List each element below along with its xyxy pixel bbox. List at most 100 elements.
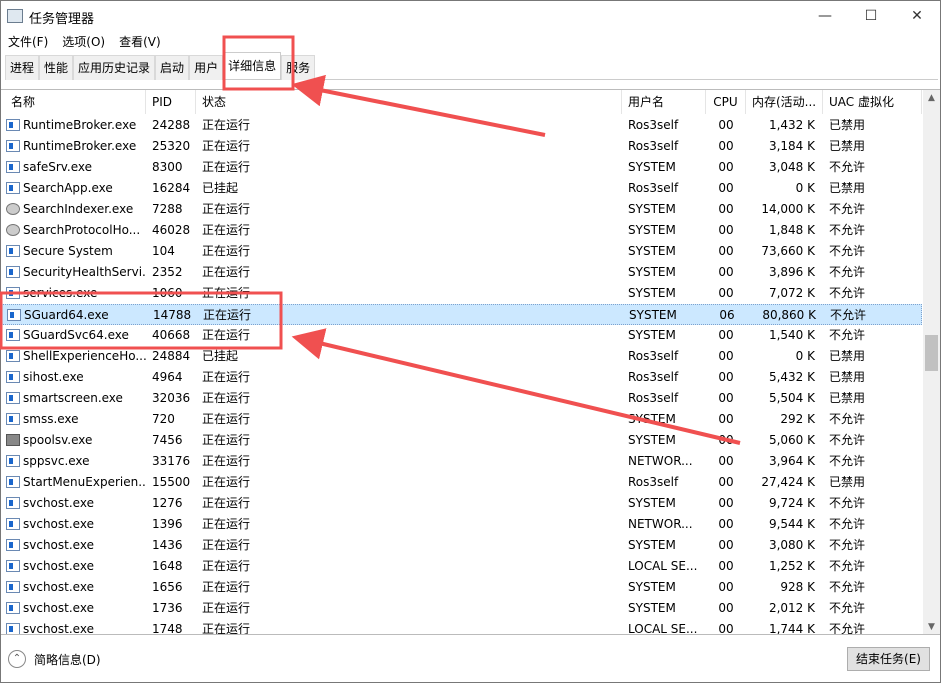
cell-cpu: 00 [718, 496, 734, 510]
cell-user: NETWOR... [628, 517, 693, 531]
column-header-uac[interactable]: UAC 虚拟化 [823, 90, 922, 114]
table-row[interactable]: svchost.exe 1748 正在运行 LOCAL SE... 00 1,744 K 不… [1, 619, 922, 635]
table-row[interactable]: SGuardSvc64.exe 40668 正在运行 SYSTEM 00 1,540 K 不… [1, 325, 922, 346]
cell-uac: 不允许 [829, 328, 866, 342]
cell-uac: 不允许 [829, 286, 866, 300]
table-row[interactable]: SGuard64.exe 14788 正在运行 SYSTEM 06 80,860 K 不允许 [1, 304, 922, 325]
cell-status: 正在运行 [202, 244, 251, 258]
column-header-pid[interactable]: PID [146, 90, 196, 114]
cell-pid: 16284 [152, 181, 191, 195]
minimize-button[interactable]: — [818, 8, 832, 24]
column-header-memory[interactable]: 内存(活动... [746, 90, 823, 114]
table-row[interactable]: SearchApp.exe 16284 已挂起 Ros3self 00 0 K 已禁用 [1, 178, 922, 199]
tab-4[interactable]: 用户 [189, 55, 224, 80]
tab-3[interactable]: 启动 [155, 55, 190, 80]
table-row[interactable]: sihost.exe 4964 正在运行 Ros3self 00 5,432 K 已禁用 [1, 367, 922, 388]
cell-pid: 24288 [152, 118, 191, 132]
cell-status: 正在运行 [202, 433, 251, 447]
cell-user: SYSTEM [628, 412, 676, 426]
tab-0[interactable]: 进程 [5, 55, 40, 80]
table-row[interactable]: spoolsv.exe 7456 正在运行 SYSTEM 00 5,060 K 不允许 [1, 430, 922, 451]
cell-memory: 0 K [795, 349, 815, 363]
cell-pid: 40668 [152, 328, 191, 342]
cell-name: SearchIndexer.exe [23, 202, 134, 216]
column-header-user[interactable]: 用户名 [622, 90, 706, 114]
cell-uac: 不允许 [829, 265, 866, 279]
table-row[interactable]: sppsvc.exe 33176 正在运行 NETWOR... 00 3,964 K 不允许 [1, 451, 922, 472]
vertical-scrollbar[interactable]: ▲ ▼ [923, 90, 940, 634]
cell-memory: 928 K [780, 580, 815, 594]
cell-user: SYSTEM [628, 160, 676, 174]
menu-file[interactable]: 文件(F) [8, 35, 49, 49]
table-row[interactable]: RuntimeBroker.exe 24288 正在运行 Ros3self 00 1,43… [1, 115, 922, 136]
table-row[interactable]: smartscreen.exe 32036 正在运行 Ros3self 00 5,504 … [1, 388, 922, 409]
table-row[interactable]: svchost.exe 1436 正在运行 SYSTEM 00 3,080 K 不允许 [1, 535, 922, 556]
cell-status: 正在运行 [202, 496, 251, 510]
table-row[interactable]: Secure System 104 正在运行 SYSTEM 00 73,660 K 不允许 [1, 241, 922, 262]
cell-cpu: 00 [718, 391, 734, 405]
cell-name: svchost.exe [23, 559, 94, 573]
cell-memory: 9,724 K [768, 496, 815, 510]
column-header-cpu[interactable]: CPU [706, 90, 746, 114]
menu-options[interactable]: 选项(O) [62, 35, 106, 49]
table-row[interactable]: SecurityHealthServi... 2352 正在运行 SYSTEM 00 3,… [1, 262, 922, 283]
cell-memory: 73,660 K [761, 244, 815, 258]
cell-name: SearchApp.exe [23, 181, 113, 195]
cell-cpu: 06 [719, 308, 735, 322]
scroll-up-arrow-icon[interactable]: ▲ [928, 93, 935, 103]
table-row[interactable]: svchost.exe 1736 正在运行 SYSTEM 00 2,012 K 不允许 [1, 598, 922, 619]
table-row[interactable]: svchost.exe 1276 正在运行 SYSTEM 00 9,724 K 不允许 [1, 493, 922, 514]
maximize-button[interactable]: ☐ [864, 8, 878, 24]
cell-cpu: 00 [718, 244, 734, 258]
cell-status: 正在运行 [202, 265, 251, 279]
cell-cpu: 00 [718, 181, 734, 195]
cell-status: 正在运行 [202, 517, 251, 531]
table-row[interactable]: svchost.exe 1648 正在运行 LOCAL SE... 00 1,252 K 不… [1, 556, 922, 577]
cell-pid: 25320 [152, 139, 191, 153]
tab-5[interactable]: 详细信息 [223, 52, 282, 79]
cell-memory: 1,540 K [768, 328, 815, 342]
cell-name: sppsvc.exe [23, 454, 90, 468]
cell-status: 正在运行 [202, 538, 251, 552]
cell-status: 正在运行 [202, 139, 251, 153]
cell-pid: 14788 [153, 308, 192, 322]
menu-view[interactable]: 查看(V) [119, 35, 161, 49]
cell-memory: 3,048 K [768, 160, 815, 174]
table-row[interactable]: ShellExperienceHo... 24884 已挂起 Ros3self 00 0 … [1, 346, 922, 367]
cell-name: svchost.exe [23, 580, 94, 594]
table-row[interactable]: svchost.exe 1396 正在运行 NETWOR... 00 9,544 K 不允许 [1, 514, 922, 535]
cell-memory: 1,848 K [768, 223, 815, 237]
process-icon [6, 182, 20, 194]
cell-cpu: 00 [718, 622, 734, 635]
table-row[interactable]: smss.exe 720 正在运行 SYSTEM 00 292 K 不允许 [1, 409, 922, 430]
cell-status: 正在运行 [203, 308, 252, 322]
cell-status: 正在运行 [202, 475, 251, 489]
table-row[interactable]: safeSrv.exe 8300 正在运行 SYSTEM 00 3,048 K 不允许 [1, 157, 922, 178]
table-row[interactable]: StartMenuExperien... 15500 正在运行 Ros3self 00 2… [1, 472, 922, 493]
table-row[interactable]: SearchIndexer.exe 7288 正在运行 SYSTEM 00 14,000 … [1, 199, 922, 220]
cell-cpu: 00 [718, 433, 734, 447]
column-header-name[interactable]: 名称 [5, 90, 146, 114]
tab-1[interactable]: 性能 [39, 55, 74, 80]
process-icon [6, 581, 20, 593]
process-icon [6, 434, 20, 446]
cell-uac: 已禁用 [829, 475, 866, 489]
cell-pid: 104 [152, 244, 175, 258]
tab-6[interactable]: 服务 [281, 55, 316, 80]
scrollbar-thumb[interactable] [925, 335, 938, 371]
cell-memory: 292 K [780, 412, 815, 426]
scroll-down-arrow-icon[interactable]: ▼ [928, 622, 935, 632]
fewer-details-button[interactable]: ⌃ 简略信息(D) [8, 650, 101, 668]
cell-memory: 3,184 K [768, 139, 815, 153]
tab-2[interactable]: 应用历史记录 [73, 55, 156, 80]
cell-cpu: 00 [718, 160, 734, 174]
column-header-status[interactable]: 状态 [196, 90, 622, 114]
table-row[interactable]: services.exe 1060 正在运行 SYSTEM 00 7,072 K 不允许 [1, 283, 922, 304]
cell-pid: 32036 [152, 391, 191, 405]
table-row[interactable]: svchost.exe 1656 正在运行 SYSTEM 00 928 K 不允许 [1, 577, 922, 598]
cell-pid: 7456 [152, 433, 183, 447]
table-row[interactable]: RuntimeBroker.exe 25320 正在运行 Ros3self 00 3,18… [1, 136, 922, 157]
table-row[interactable]: SearchProtocolHo... 46028 正在运行 SYSTEM 00 1,84… [1, 220, 922, 241]
end-task-button[interactable]: 结束任务(E) [847, 647, 930, 671]
close-button[interactable]: ✕ [911, 8, 923, 24]
